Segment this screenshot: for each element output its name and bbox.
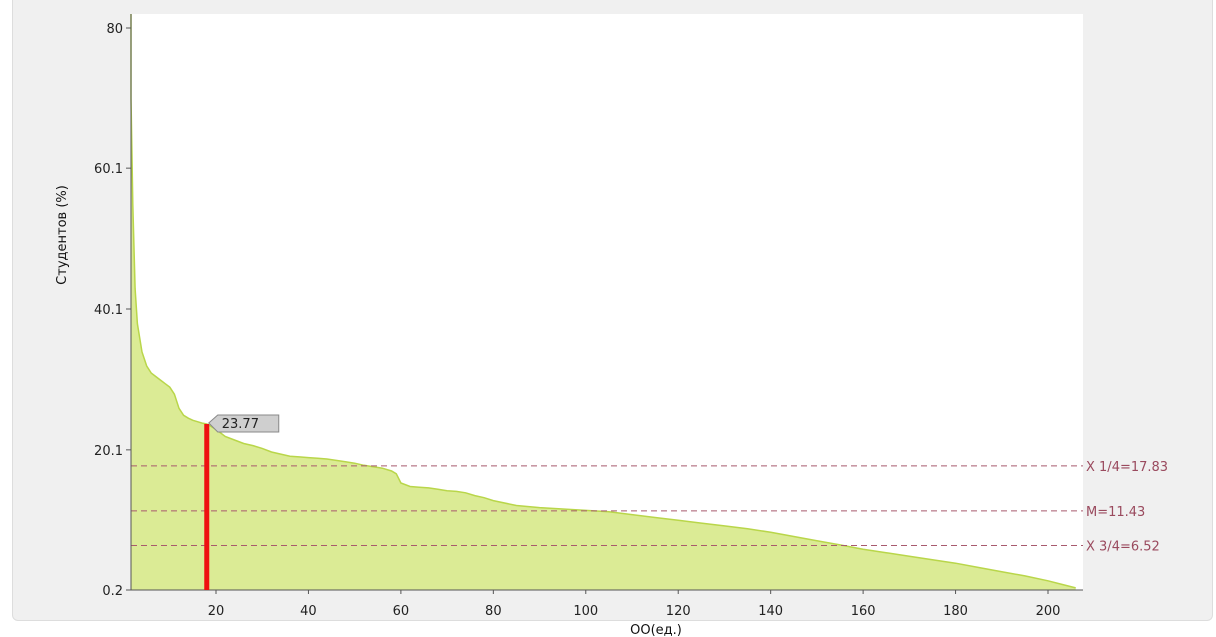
y-tick-label-1: 20.1 (94, 444, 123, 459)
reference-label-1: M=11.43 (1086, 505, 1145, 520)
marker-bar (204, 424, 210, 590)
x-tick-label-0: 20 (208, 604, 225, 619)
marker-callout-box (208, 414, 280, 433)
x-tick-label-4: 100 (573, 604, 598, 619)
x-tick-label-7: 160 (851, 604, 876, 619)
reference-label-2: X 3/4=6.52 (1086, 539, 1160, 554)
reference-lines: X 1/4=17.83 M=11.43 X 3/4=6.52 (131, 460, 1168, 554)
reference-label-0: X 1/4=17.83 (1086, 460, 1168, 475)
x-tick-label-2: 60 (393, 604, 410, 619)
area-layer (130, 14, 1076, 590)
area-line-0 (130, 14, 1076, 589)
y-tick-label-0: 0.2 (102, 584, 123, 599)
y-tick-label-4: 80 (106, 22, 123, 37)
x-axis-title: ОО(ед.) (630, 623, 682, 637)
marker-layer: 23.77 (204, 414, 280, 590)
x-tick-label-3: 80 (485, 604, 502, 619)
x-tick-label-6: 140 (758, 604, 783, 619)
area-fill-0 (131, 14, 1076, 590)
x-tick-label-8: 180 (943, 604, 968, 619)
y-tick-label-2: 40.1 (94, 303, 123, 318)
marker-callout-label: 23.77 (222, 417, 259, 432)
x-tick-label-1: 40 (300, 604, 317, 619)
y-tick-label-3: 60.1 (94, 162, 123, 177)
axes: 0.2 20.1 40.1 60.1 80 20 40 60 80 100 120 140 160 180… (94, 14, 1083, 619)
x-tick-label-9: 200 (1036, 604, 1061, 619)
x-tick-label-5: 120 (666, 604, 691, 619)
y-axis-title: Студентов (%) (55, 185, 70, 285)
